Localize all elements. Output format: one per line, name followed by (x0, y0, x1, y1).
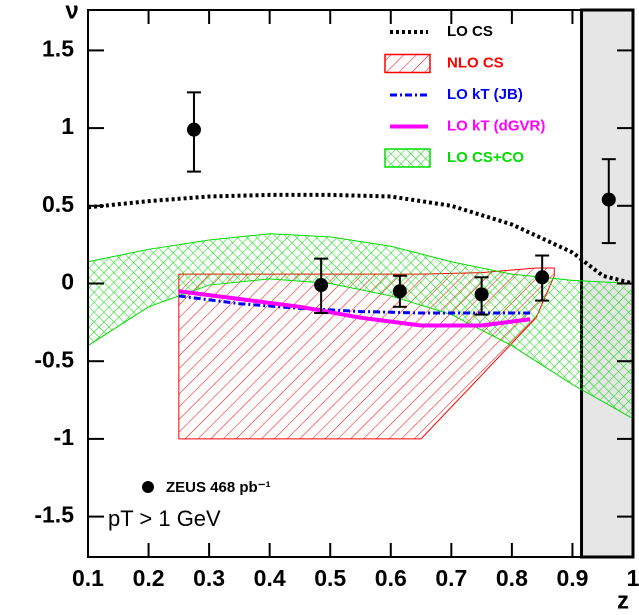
legend-swatch (384, 53, 431, 74)
legend-swatch (384, 148, 431, 168)
y-tick-label: -1 (54, 424, 75, 450)
y-tick-label: -0.5 (34, 346, 74, 372)
y-axis-label: ν (65, 0, 78, 24)
legend-label: NLO CS (447, 54, 504, 71)
x-tick-label: 0.9 (556, 565, 588, 591)
data-point (535, 270, 550, 285)
data-point (314, 278, 329, 293)
legend-label: LO CS+CO (447, 149, 524, 166)
x-tick-label: 0.8 (496, 565, 528, 591)
legend-label: LO CS (447, 23, 493, 40)
legend-label: ZEUS 468 pb⁻¹ (166, 479, 271, 496)
y-tick-label: 1 (61, 113, 74, 139)
x-tick-label: 0.3 (193, 565, 225, 591)
x-tick-label: 0.2 (133, 565, 165, 591)
annotation: pT > 1 GeV (108, 506, 221, 531)
data-point (186, 122, 201, 137)
legend-label: LO kT (dGVR) (447, 117, 545, 134)
data-point (474, 287, 489, 302)
data-point (392, 284, 407, 299)
x-tick-label: 1 (627, 565, 639, 591)
x-tick-label: 0.1 (72, 565, 104, 591)
legend-label: LO kT (JB) (447, 86, 523, 103)
legend-marker (142, 481, 154, 493)
y-tick-label: 1.5 (42, 35, 74, 61)
data-point (601, 192, 616, 207)
y-tick-label: -1.5 (34, 502, 74, 528)
y-tick-label: 0.5 (42, 191, 74, 217)
x-tick-label: 0.6 (375, 565, 407, 591)
y-tick-label: 0 (61, 269, 74, 295)
x-tick-label: 0.4 (254, 565, 286, 591)
x-tick-label: 0.7 (435, 565, 467, 591)
x-axis-label: z (617, 587, 629, 614)
curve (178, 289, 531, 328)
x-tick-label: 0.5 (314, 565, 346, 591)
